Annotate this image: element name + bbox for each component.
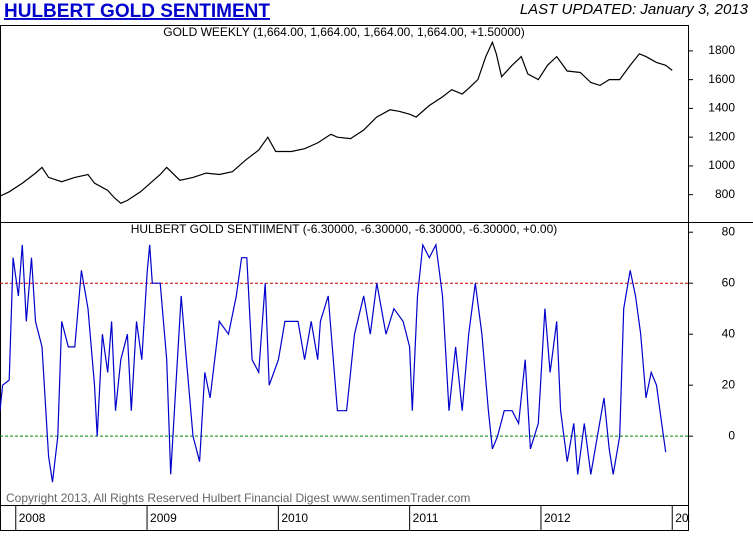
- y-tick-label: 80: [722, 224, 736, 238]
- y-tick-label: 1000: [708, 158, 735, 172]
- x-tick-group: 2013: [675, 511, 702, 525]
- panel-title: GOLD WEEKLY (1,664.00, 1,664.00, 1,664.0…: [163, 25, 524, 39]
- copyright: Copyright 2013, All Rights Reserved Hulb…: [6, 491, 470, 505]
- x-tick-group: 2011: [413, 511, 439, 525]
- y-tick-label: 1600: [708, 72, 735, 86]
- data-line: [0, 40, 673, 205]
- x-tick-label: 2011: [413, 511, 439, 525]
- y-tick-label: 800: [715, 187, 735, 201]
- last-updated: LAST UPDATED: January 3, 2013: [520, 1, 749, 18]
- x-tick-group: 2009: [150, 511, 177, 525]
- y-tick-label: 40: [722, 326, 736, 340]
- x-tick-label: 2008: [19, 511, 46, 525]
- y-tick-label: 1400: [708, 101, 735, 115]
- page-title: HULBERT GOLD SENTIMENT: [4, 1, 270, 22]
- y-tick-label: 60: [722, 275, 736, 289]
- x-tick-group: 2010: [281, 511, 308, 525]
- y-tick-label: 20: [722, 377, 736, 391]
- x-tick-label: 2012: [544, 511, 571, 525]
- y-tick-label: 0: [728, 428, 735, 442]
- x-tick-label: 2010: [281, 511, 308, 525]
- x-tick-label: 2013: [675, 511, 702, 525]
- data-line: [0, 242, 667, 483]
- x-tick-group: 2012: [544, 511, 571, 525]
- y-tick-label: 1800: [708, 43, 735, 57]
- y-tick-label: 1200: [708, 129, 735, 143]
- x-axis-frame: [0, 505, 689, 531]
- x-tick-group: 2008: [19, 511, 46, 525]
- x-tick-label: 2009: [150, 511, 177, 525]
- panel-title: HULBERT GOLD SENTIIMENT (-6.30000, -6.30…: [131, 222, 558, 236]
